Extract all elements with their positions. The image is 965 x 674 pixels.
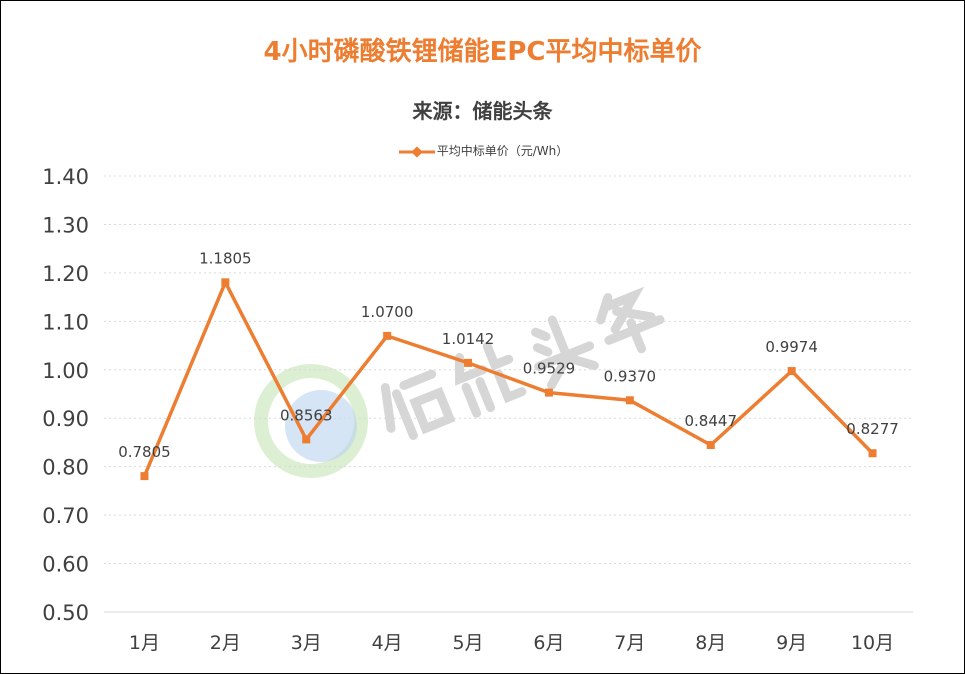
x-tick-label: 3月 <box>291 632 322 654</box>
legend-label: 平均中标单价（元/Wh） <box>436 144 569 158</box>
y-tick-label: 1.20 <box>42 262 89 286</box>
data-point <box>140 472 149 481</box>
data-label: 0.7805 <box>118 443 171 461</box>
data-label: 0.9529 <box>523 360 576 378</box>
watermark-logo-inner <box>285 390 357 462</box>
legend-marker-icon <box>398 145 435 158</box>
chart-title: 4小时磷酸铁锂储能EPC平均中标单价 <box>263 37 702 67</box>
x-tick-label: 8月 <box>695 632 726 654</box>
y-tick-label: 0.50 <box>42 601 89 625</box>
y-tick-label: 0.70 <box>42 504 89 528</box>
data-point <box>706 441 715 450</box>
legend: 平均中标单价（元/Wh） <box>1 142 964 159</box>
x-tick-label: 7月 <box>614 632 645 654</box>
y-tick-label: 0.60 <box>42 553 89 577</box>
data-point <box>868 449 877 458</box>
x-tick-label: 4月 <box>372 632 403 654</box>
data-point <box>625 396 634 405</box>
series-line <box>142 280 874 477</box>
data-point <box>544 388 553 397</box>
data-point <box>221 278 230 287</box>
data-point <box>787 367 796 376</box>
y-tick-label: 1.40 <box>42 165 89 189</box>
data-label: 1.1805 <box>199 249 252 267</box>
x-tick-label: 2月 <box>210 632 241 654</box>
data-point <box>302 435 311 444</box>
data-label: 0.9370 <box>604 367 657 385</box>
data-label: 0.8563 <box>280 406 333 424</box>
y-tick-label: 0.80 <box>42 456 89 480</box>
y-tick-label: 1.30 <box>42 213 89 237</box>
watermark-graphic <box>380 286 665 441</box>
chart-subtitle: 来源：储能头条 <box>412 99 553 123</box>
x-tick-label: 10月 <box>851 632 894 654</box>
y-tick-label: 0.90 <box>42 407 89 431</box>
x-tick-label: 9月 <box>776 632 807 654</box>
y-tick-label: 1.00 <box>42 359 89 383</box>
y-tick-label: 1.10 <box>42 310 89 334</box>
x-tick-label: 5月 <box>453 632 484 654</box>
data-label: 0.8277 <box>846 420 899 438</box>
x-tick-label: 6月 <box>533 632 564 654</box>
data-label: 1.0142 <box>442 330 495 348</box>
data-label: 1.0700 <box>361 303 414 321</box>
data-label: 0.9974 <box>765 338 818 356</box>
watermark-logo <box>254 364 368 478</box>
data-point <box>464 358 473 367</box>
x-tick-label: 1月 <box>129 632 160 654</box>
data-point <box>383 331 392 340</box>
data-label: 0.8447 <box>685 412 738 430</box>
